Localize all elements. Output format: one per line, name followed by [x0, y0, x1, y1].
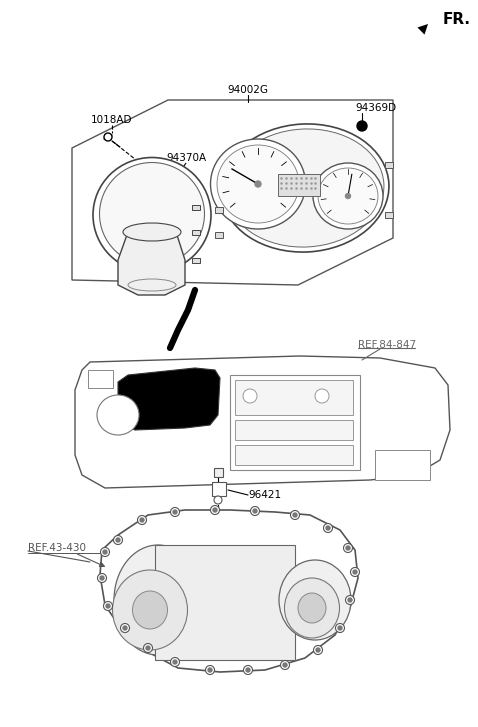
Bar: [235, 445, 353, 465]
Circle shape: [146, 646, 150, 650]
Text: 94002G: 94002G: [228, 85, 269, 95]
Circle shape: [208, 668, 212, 672]
Circle shape: [357, 121, 367, 131]
Circle shape: [250, 507, 260, 515]
Ellipse shape: [112, 570, 187, 650]
Ellipse shape: [284, 578, 339, 638]
Circle shape: [293, 513, 297, 517]
Text: 94369D: 94369D: [355, 103, 396, 113]
Ellipse shape: [128, 279, 176, 291]
Circle shape: [348, 598, 352, 602]
Ellipse shape: [103, 401, 133, 429]
Ellipse shape: [97, 395, 139, 435]
Bar: [235, 380, 353, 415]
Circle shape: [346, 546, 350, 550]
Text: 1018AD: 1018AD: [91, 115, 133, 125]
Circle shape: [214, 496, 222, 504]
Ellipse shape: [298, 593, 326, 623]
Circle shape: [116, 538, 120, 542]
Polygon shape: [118, 232, 185, 295]
Text: REF.84-847: REF.84-847: [358, 340, 416, 350]
Polygon shape: [72, 100, 393, 285]
Circle shape: [104, 601, 112, 611]
Ellipse shape: [123, 223, 181, 241]
Circle shape: [255, 181, 261, 187]
Circle shape: [104, 133, 112, 141]
Bar: [192, 230, 200, 235]
Circle shape: [243, 665, 252, 675]
Bar: [278, 174, 320, 196]
Circle shape: [338, 626, 342, 630]
Ellipse shape: [210, 139, 305, 229]
Circle shape: [353, 570, 357, 574]
Ellipse shape: [226, 129, 384, 247]
Bar: [215, 232, 223, 238]
Ellipse shape: [243, 389, 257, 403]
Ellipse shape: [318, 168, 378, 224]
Ellipse shape: [99, 163, 205, 265]
Circle shape: [336, 624, 345, 632]
Circle shape: [206, 665, 215, 675]
Circle shape: [344, 544, 352, 553]
Circle shape: [281, 661, 290, 670]
Bar: [235, 420, 353, 440]
Bar: [212, 482, 226, 496]
Circle shape: [100, 547, 109, 556]
Circle shape: [171, 507, 180, 516]
Ellipse shape: [132, 591, 167, 629]
Circle shape: [253, 509, 257, 513]
Bar: [88, 370, 113, 388]
Bar: [155, 545, 295, 660]
Bar: [192, 258, 200, 263]
Circle shape: [100, 576, 104, 580]
Ellipse shape: [221, 124, 389, 252]
Polygon shape: [118, 368, 220, 430]
Circle shape: [171, 657, 180, 667]
Ellipse shape: [98, 396, 138, 434]
Circle shape: [283, 663, 287, 667]
Ellipse shape: [217, 145, 299, 223]
Circle shape: [143, 643, 152, 653]
Ellipse shape: [315, 389, 329, 403]
Ellipse shape: [114, 545, 202, 655]
Circle shape: [316, 648, 320, 652]
Text: FR.: FR.: [443, 12, 471, 28]
Circle shape: [113, 536, 122, 545]
Ellipse shape: [313, 163, 383, 229]
Circle shape: [346, 595, 355, 604]
Bar: [192, 205, 200, 210]
Circle shape: [246, 668, 250, 672]
Circle shape: [346, 193, 350, 198]
Bar: [385, 162, 393, 168]
Circle shape: [314, 646, 323, 654]
Circle shape: [138, 515, 146, 524]
Ellipse shape: [93, 158, 211, 273]
Text: REF.43-430: REF.43-430: [28, 543, 86, 553]
Circle shape: [106, 604, 110, 608]
Ellipse shape: [279, 560, 351, 640]
Bar: [375, 450, 430, 480]
Text: 94370A: 94370A: [166, 153, 206, 163]
Circle shape: [291, 510, 300, 520]
Text: 96421: 96421: [248, 490, 281, 500]
Circle shape: [324, 523, 333, 532]
Circle shape: [173, 660, 177, 664]
Circle shape: [120, 624, 130, 632]
Bar: [230, 375, 360, 470]
Circle shape: [103, 550, 107, 554]
Circle shape: [213, 508, 217, 512]
Bar: [215, 207, 223, 213]
Bar: [214, 468, 223, 477]
Circle shape: [123, 626, 127, 630]
Circle shape: [350, 568, 359, 577]
Polygon shape: [75, 356, 450, 488]
Circle shape: [98, 574, 107, 582]
Circle shape: [173, 510, 177, 514]
Circle shape: [210, 505, 219, 515]
Circle shape: [326, 526, 330, 530]
Bar: [385, 212, 393, 218]
Polygon shape: [100, 510, 358, 672]
Circle shape: [140, 518, 144, 522]
